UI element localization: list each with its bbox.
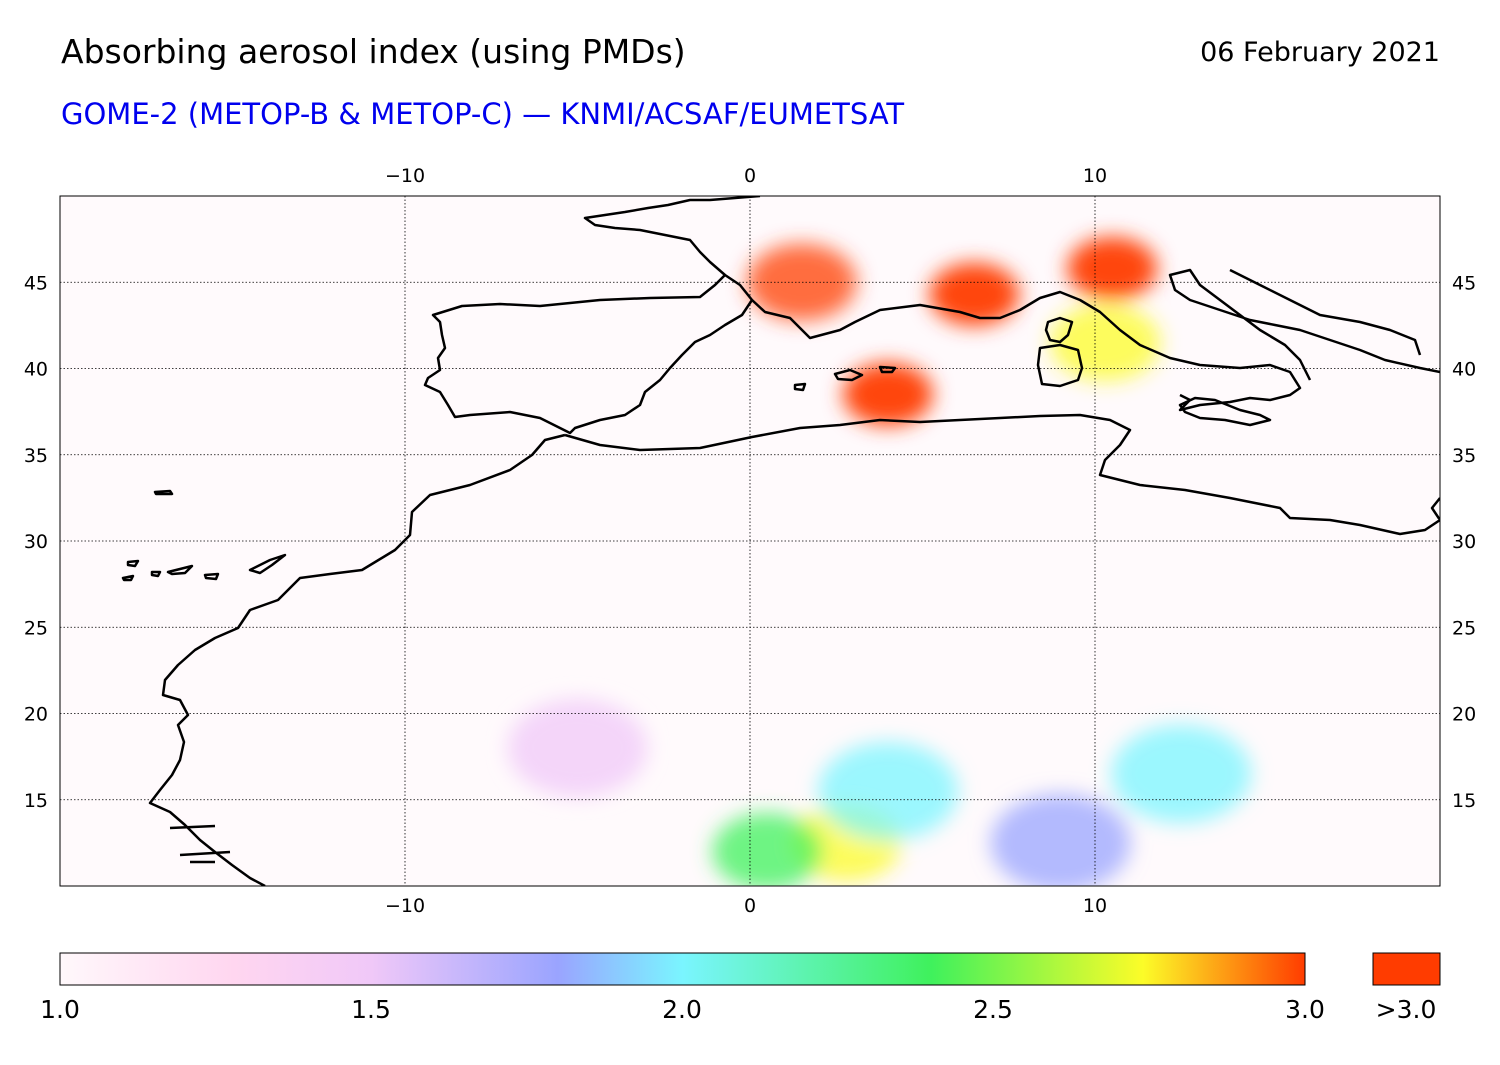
- island-sardinia: [1036, 343, 1084, 388]
- colorbar-tick-1-5: 1.5: [351, 995, 391, 1024]
- coastline-italy-east: [1168, 268, 1440, 381]
- lat-tick-label-left: 40: [24, 359, 48, 381]
- lon-tick-label-top: 0: [744, 165, 756, 187]
- coastline-balkans: [1229, 268, 1422, 356]
- island-canary-2: [126, 559, 140, 568]
- aerosol-layer: [507, 236, 1252, 886]
- coastline-senegal: [169, 824, 231, 864]
- colorbar-tick-3-0: 3.0: [1285, 995, 1325, 1024]
- colorbar-gradient: [59, 952, 1306, 986]
- island-ibiza: [793, 382, 807, 392]
- aerosol-region: [818, 742, 958, 841]
- lat-tick-label-left: 30: [24, 531, 48, 553]
- island-canary-6: [203, 572, 220, 581]
- lon-tick-label-bottom: 10: [1083, 895, 1107, 917]
- coastline-sicily: [1178, 396, 1272, 427]
- lat-tick-label-left: 45: [24, 272, 48, 294]
- island-canary-1: [153, 489, 174, 496]
- lat-tick-label-right: 25: [1452, 617, 1476, 639]
- colorbar-overflow-label: >3.0: [1375, 995, 1437, 1024]
- coastline-france: [583, 196, 761, 276]
- aerosol-region: [712, 813, 823, 886]
- aerosol-region: [746, 243, 857, 321]
- lat-tick-label-right: 35: [1452, 445, 1476, 467]
- colorbar-tick-2-0: 2.0: [662, 995, 702, 1024]
- lat-tick-label-right: 20: [1452, 704, 1476, 726]
- aerosol-region: [1050, 304, 1161, 382]
- lon-tick-label-bottom: 0: [744, 895, 756, 917]
- island-minorca: [878, 365, 897, 374]
- aerosol-region: [990, 793, 1131, 886]
- coastline-iberia: [423, 273, 754, 435]
- aerosol-region: [507, 699, 648, 797]
- map-frame: [59, 195, 1441, 887]
- coastlines: [121, 196, 1440, 886]
- island-canary-3: [121, 574, 135, 582]
- lat-tick-label-right: 30: [1452, 531, 1476, 553]
- colorbar-tick-1-0: 1.0: [40, 995, 80, 1024]
- colorbar-tick-2-5: 2.5: [973, 995, 1013, 1024]
- tick-labels: −10 −10 0 0 10 10 15 15 20 20 25 25 30 30 35 35 40 40 45 45: [24, 165, 1476, 917]
- aerosol-region: [843, 362, 933, 426]
- island-canary-5: [166, 564, 194, 576]
- coastline-africa-west: [148, 433, 566, 886]
- aerosol-region: [1067, 236, 1158, 300]
- lat-tick-label-left: 15: [24, 790, 48, 812]
- map-subtitle: GOME-2 (METOP-B & METOP-C) — KNMI/ACSAF/…: [61, 97, 905, 131]
- map-date: 06 February 2021: [1200, 37, 1440, 68]
- lat-tick-label-right: 45: [1452, 272, 1476, 294]
- map-title: Absorbing aerosol index (using PMDs): [61, 32, 686, 71]
- aerosol-region: [1111, 724, 1252, 823]
- island-corsica: [1044, 316, 1074, 344]
- lon-tick-label-top: −10: [385, 165, 425, 187]
- island-canary-4: [150, 570, 162, 578]
- island-canary-7: [248, 553, 287, 575]
- lon-tick-label-top: 10: [1083, 165, 1107, 187]
- lat-tick-label-left: 35: [24, 445, 48, 467]
- graticule: [60, 196, 1440, 886]
- colorbar-overflow-box: [1372, 952, 1441, 986]
- lon-tick-label-bottom: −10: [385, 895, 425, 917]
- coastline-med-north: [751, 290, 1302, 412]
- coastline-africa-north: [564, 413, 1440, 536]
- lat-tick-label-left: 25: [24, 617, 48, 639]
- lat-tick-label-right: 15: [1452, 790, 1476, 812]
- lat-tick-label-left: 20: [24, 704, 48, 726]
- island-mallorca: [833, 368, 864, 382]
- lat-tick-label-right: 40: [1452, 359, 1476, 381]
